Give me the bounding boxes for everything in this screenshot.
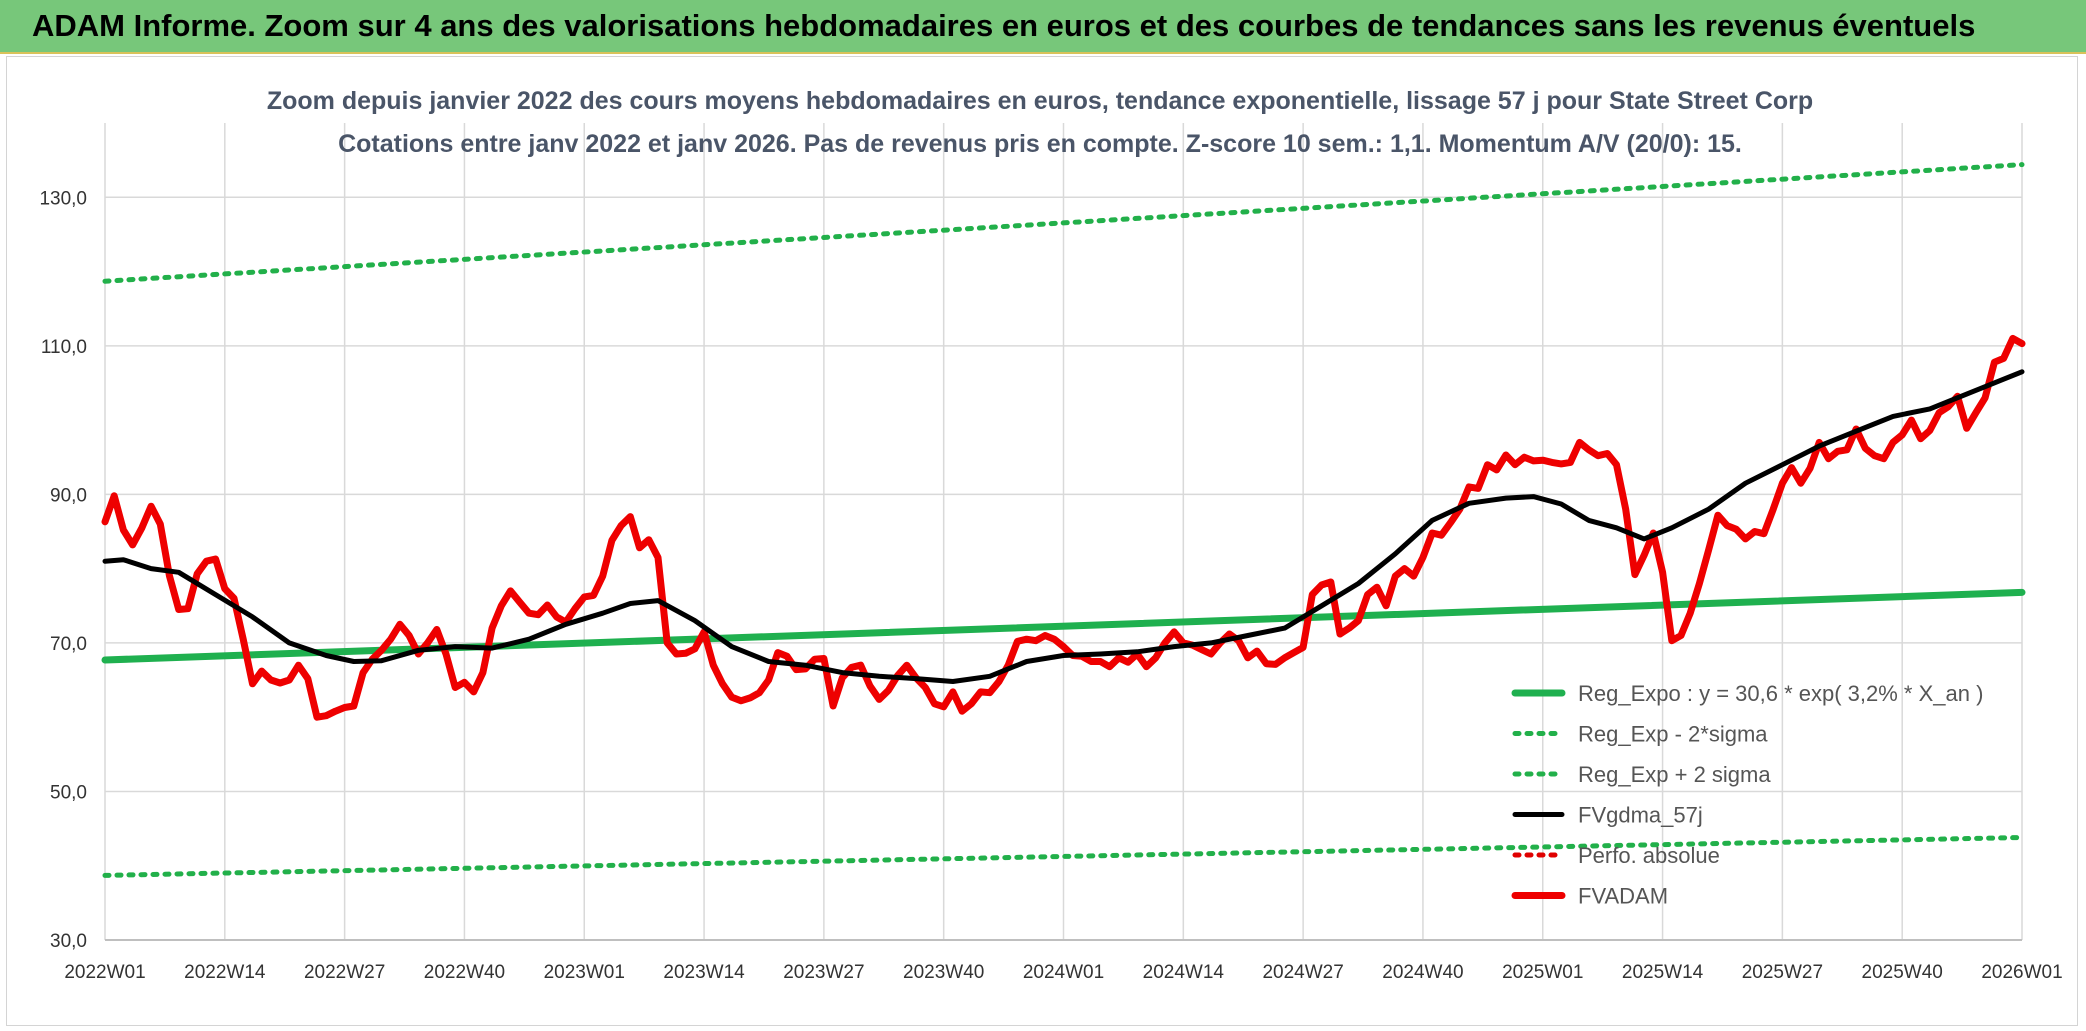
y-tick-label: 70,0	[50, 634, 87, 655]
x-tick-label: 2024W01	[1023, 962, 1104, 983]
x-tick-label: 2025W01	[1502, 962, 1583, 983]
x-tick-label: 2024W14	[1143, 962, 1225, 983]
chart-title-line-2: Cotations entre janv 2022 et janv 2026. …	[338, 130, 1742, 158]
series-line-3	[102, 369, 2025, 684]
legend-label-0: Reg_Expo : y = 30,6 * exp( 3,2% * X_an )	[1578, 681, 1983, 706]
x-axis-ticks: 2022W01 2022W14 2022W27 2022W40 2023W01 2023W…	[64, 962, 2062, 983]
y-tick-label: 30,0	[50, 931, 87, 952]
report-title: ADAM Informe. Zoom sur 4 ans des valoris…	[32, 8, 1976, 43]
x-tick-label: 2023W40	[903, 962, 984, 983]
legend: Reg_Expo : y = 30,6 * exp( 3,2% * X_an )…	[1511, 681, 1983, 909]
y-tick-label: 110,0	[41, 337, 87, 358]
y-tick-label: 50,0	[50, 782, 87, 803]
chart-frame	[6, 56, 2078, 1026]
series-line-1	[102, 835, 2025, 878]
legend-label-5: FVADAM	[1578, 884, 1668, 909]
y-tick-label: 90,0	[50, 485, 87, 506]
y-tick-label: 130,0	[39, 188, 87, 209]
x-tick-label: 2023W01	[544, 962, 625, 983]
x-tick-label: 2025W27	[1742, 962, 1823, 983]
x-tick-label: 2022W01	[64, 962, 145, 983]
legend-label-2: Reg_Exp + 2 sigma	[1578, 762, 1771, 787]
series-line-5	[101, 334, 2026, 721]
report-banner: ADAM Informe. Zoom sur 4 ans des valoris…	[0, 0, 2086, 54]
x-tick-label: 2023W14	[663, 962, 745, 983]
x-tick-label: 2024W40	[1382, 962, 1463, 983]
series-group	[101, 162, 2026, 878]
chart-title-line-1: Zoom depuis janvier 2022 des cours moyen…	[267, 87, 1813, 115]
x-tick-label: 2025W40	[1862, 962, 1943, 983]
legend-label-4: Perfo. absolue	[1578, 843, 1720, 868]
x-tick-label: 2023W27	[783, 962, 864, 983]
x-tick-label: 2022W40	[424, 962, 505, 983]
x-tick-label: 2022W27	[304, 962, 385, 983]
legend-label-3: FVgdma_57j	[1578, 803, 1703, 828]
legend-label-1: Reg_Exp - 2*sigma	[1578, 722, 1768, 747]
x-tick-label: 2024W27	[1262, 962, 1343, 983]
series-line-2	[102, 162, 2025, 284]
x-tick-label: 2022W14	[184, 962, 266, 983]
y-axis-ticks: 30,0 50,0 70,0 90,0 110,0 130,0	[39, 188, 87, 952]
x-tick-label: 2026W01	[1981, 962, 2062, 983]
x-tick-label: 2025W14	[1622, 962, 1704, 983]
